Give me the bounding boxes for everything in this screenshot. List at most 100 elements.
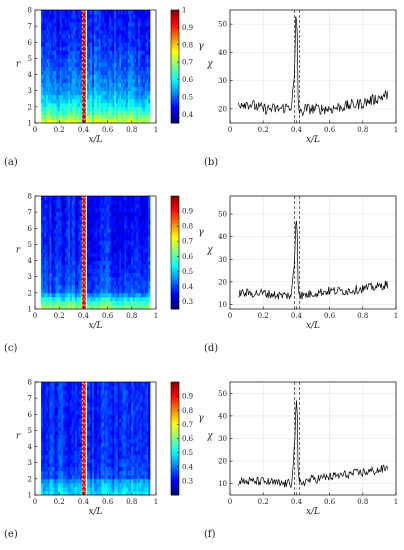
heatmap-cell [52,256,56,261]
colorbar-segment [171,79,179,82]
heatmap-cell [136,272,139,278]
heatmap-cell [42,482,45,488]
colorbar-segment [171,121,179,124]
heatmap-cell [58,462,61,468]
heatmap-cell [119,474,122,480]
heatmap-cell [115,486,119,492]
heatmap-cell [88,438,91,443]
heatmap-cell [126,288,129,294]
heatmap-cell [105,236,108,241]
heatmap-cell [92,458,95,464]
heatmap-cells [41,10,151,124]
heatmap-cell [41,292,44,298]
heatmap-cell [71,208,74,213]
heatmap-cell [64,232,67,237]
heatmap-cell [93,34,96,39]
heatmap-cell [47,66,50,71]
heatmap-cell [104,82,107,88]
heatmap-cell [78,42,81,47]
heatmap-cell [56,58,59,63]
heatmap-cell [71,288,74,294]
heatmap-cell [138,42,141,47]
heatmap-cell [52,406,56,411]
heatmap-cell [49,82,52,88]
heatmap-cell [64,426,67,431]
heatmap-cell [44,78,47,84]
colorbar-segment [171,23,179,26]
colorbar-segment [171,119,179,122]
heatmap-cell [51,236,54,241]
heatmap-cell [146,62,149,67]
heatmap-cell [127,18,130,23]
heatmap-cell [129,196,132,201]
heatmap-cell [47,406,50,411]
heatmap-cell [68,288,71,294]
heatmap-cell [61,470,64,476]
heatmap-cell [146,276,149,282]
heatmap-cell [97,434,100,439]
heatmap-cell [144,22,147,27]
heatmap-cell [52,382,56,387]
colorbar-segment [171,244,179,248]
y-tick-label: 8 [28,7,32,15]
heatmap-cell [63,482,66,488]
heatmap-cell [148,300,151,306]
heatmap-cell [115,268,119,274]
colorbar-segment [171,235,179,238]
heatmap-cell [88,86,91,92]
heatmap-cell [59,62,62,67]
heatmap-cell [63,434,66,439]
heatmap-cell [136,216,139,221]
heatmap-cell [42,300,45,306]
heatmap-cell [143,86,146,92]
heatmap-cell [42,90,45,96]
heatmap-cell [97,474,100,480]
heatmap-cell [47,248,50,253]
heatmap-cell [124,82,127,88]
heatmap-cell [109,490,112,496]
heatmap-cell [68,414,71,419]
heatmap-cell [52,438,56,443]
heatmap-cell [134,216,137,221]
heatmap-cell [56,70,59,75]
heatmap-cell [134,228,137,233]
heatmap-cell [100,402,103,407]
heatmap-cell [47,438,50,443]
heatmap-cell [110,438,113,443]
heatmap-cell [61,414,64,419]
heatmap-cell [105,70,108,75]
heatmap-cell [139,110,142,116]
heatmap-cell [41,398,44,403]
heatmap-cell [112,236,115,241]
heatmap-cell [93,284,96,290]
heatmap-cell [124,300,127,306]
heatmap-cell [47,442,50,447]
heatmap-cell [80,58,83,63]
heatmap-cell [126,106,129,112]
heatmap-cell [132,252,136,257]
heatmap-cell [119,58,122,63]
heatmap-cell [59,292,62,298]
x-tick-label: 0.8 [357,312,368,320]
colorbar-segment [171,21,179,24]
heatmap-cell [86,454,90,460]
heatmap-cell [129,102,132,108]
heatmap-cell [117,46,120,51]
heatmap-cell [71,70,74,75]
heatmap-cell [76,450,79,456]
heatmap-cell [46,276,49,282]
heatmap-cell [61,54,64,59]
colorbar-segment [171,267,179,270]
heatmap-cell [119,236,122,241]
heatmap-cell [76,232,79,237]
heatmap-cell [98,204,101,209]
heatmap-cell [56,486,59,492]
heatmap-cell [71,304,74,310]
heatmap-cell [75,474,78,480]
heatmap-cell [110,260,113,266]
heatmap-cell [127,50,130,55]
heatmap-cell [136,200,139,205]
heatmap-cell [143,58,146,63]
heatmap-cell [76,272,79,278]
heatmap-cell [127,232,130,237]
